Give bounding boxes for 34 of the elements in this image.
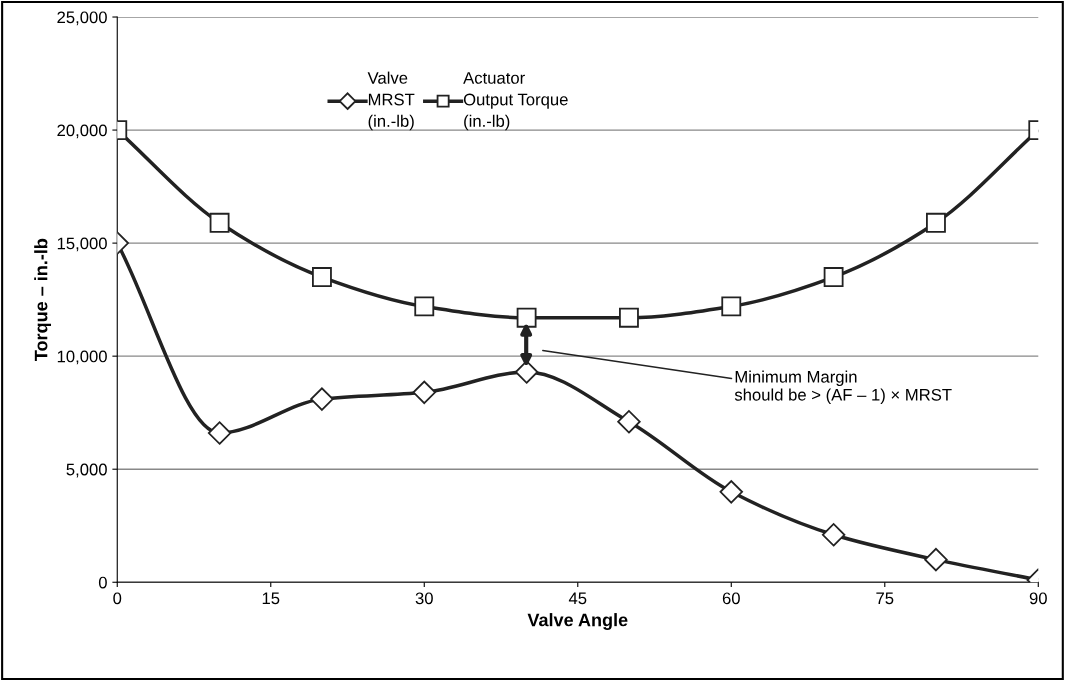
point [719, 480, 743, 504]
point [721, 296, 742, 317]
y-tick-label: 15,000 [57, 237, 107, 252]
legend-label: Actuator Output Torque (in.-lb) [463, 72, 568, 131]
point [619, 307, 639, 328]
point [516, 307, 537, 328]
point [514, 360, 539, 384]
y-tick-label: 0 [98, 576, 107, 589]
x-tick-label: 30 [415, 592, 433, 605]
x-axis-title: Valve Angle [527, 613, 628, 630]
point [412, 380, 436, 405]
point [926, 212, 946, 233]
x-tick-label: 15 [262, 592, 280, 605]
point [823, 267, 844, 287]
point [311, 267, 332, 287]
y-tick-label: 5,000 [66, 463, 107, 478]
x-tick-label: 0 [113, 592, 122, 605]
x-tick-label: 45 [568, 592, 587, 605]
x-tick-label: 60 [722, 592, 740, 605]
point [821, 523, 846, 547]
y-axis-title: Torque – in.-lb [34, 238, 52, 361]
point [414, 296, 435, 317]
annotation: Minimum Margin should be > (AF – 1) × MRST [734, 370, 952, 404]
x-tick-label: 75 [876, 592, 894, 605]
y-tick-label: 10,000 [57, 350, 107, 365]
point [209, 212, 230, 233]
x-tick-label: 90 [1029, 592, 1047, 605]
point [924, 547, 948, 572]
point [207, 421, 232, 445]
y-tick-label: 25,000 [57, 11, 107, 26]
point [310, 387, 334, 411]
y-tick-label: 20,000 [57, 124, 107, 139]
legend-label: Valve MRST (in.-lb) [367, 71, 415, 131]
point [617, 410, 641, 434]
